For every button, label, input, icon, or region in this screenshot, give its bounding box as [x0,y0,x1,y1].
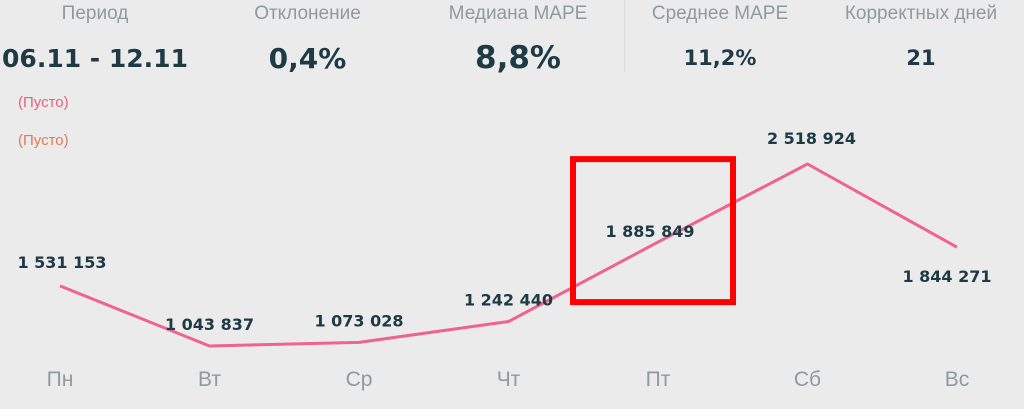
kpi-mean-mape-label: Среднее MAPE [651,3,789,24]
data-label-0: 1 531 153 [17,253,106,272]
x-tick-label-6: Вс [945,368,970,391]
legend-empty-2: (Пусто) [18,132,69,149]
x-tick-label-5: Сб [794,368,821,391]
x-axis-ticks: Пн Вт Ср Чт Пт Сб Вс [47,368,970,391]
kpi-period-value: 06.11 - 12.11 [2,44,188,73]
kpi-separator [624,0,625,72]
x-tick-label-2: Ср [346,368,373,391]
data-labels: 1 531 153 1 043 837 1 073 028 1 242 440 1 88… [17,129,991,334]
kpi-deviation-label: Отклонение [254,3,361,24]
data-label-1: 1 043 837 [165,315,254,334]
kpi-period: Период 06.11 - 12.11 [0,0,190,74]
kpi-median-mape-label: Медиана MAPE [448,3,588,24]
kpi-correct-days-value: 21 [906,46,936,70]
kpi-median-mape-value: 8,8% [475,40,561,76]
x-tick-label-4: Пт [646,368,671,391]
kpi-correct-days-label: Корректных дней [844,3,998,24]
series-line [59,162,958,348]
legend-empty-1: (Пусто) [18,94,69,111]
kpi-period-label: Период [61,3,129,24]
kpi-mean-mape-value: 11,2% [683,46,757,70]
highlight-box [570,156,736,306]
data-label-5: 2 518 924 [767,129,856,148]
kpi-median-mape: Медиана MAPE 8,8% [418,0,618,77]
data-label-3: 1 242 440 [464,290,553,309]
x-tick-label-1: Вт [198,368,221,391]
x-tick-label-3: Чт [497,368,521,391]
kpi-deviation-value: 0,4% [268,42,347,75]
kpi-mean-mape: Среднее MAPE 11,2% [630,0,810,71]
data-label-6: 1 844 271 [902,267,991,286]
data-label-2: 1 073 028 [314,311,403,330]
x-tick-label-0: Пн [47,368,74,391]
kpi-correct-days: Корректных дней 21 [818,0,1024,71]
data-label-4: 1 885 849 [605,222,694,241]
kpi-deviation: Отклонение 0,4% [215,0,400,76]
kpi-row: Период 06.11 - 12.11 Отклонение 0,4% Мед… [0,0,1024,80]
